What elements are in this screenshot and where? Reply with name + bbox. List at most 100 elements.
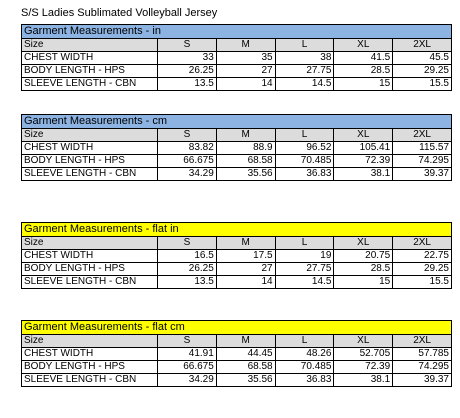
measurement-table-in: Garment Measurements - in Size S M L XL … bbox=[21, 24, 452, 91]
value-cell: 35 bbox=[215, 51, 276, 65]
value-cell: 66.675 bbox=[157, 154, 217, 168]
value-cell: 28.5 bbox=[333, 262, 394, 276]
measurement-table-cm: Garment Measurements - cm Size S M L XL … bbox=[21, 114, 452, 181]
row-label: BODY LENGTH - HPS bbox=[21, 64, 158, 78]
value-cell: 72.39 bbox=[333, 154, 394, 168]
table-row: CHEST WIDTH 41.91 44.45 48.26 52.705 57.… bbox=[21, 347, 452, 361]
size-2xl: 2XL bbox=[392, 128, 452, 142]
value-cell: 35.56 bbox=[215, 167, 276, 181]
value-cell: 45.5 bbox=[392, 51, 452, 65]
row-label: CHEST WIDTH bbox=[21, 51, 158, 65]
value-cell: 27 bbox=[215, 262, 276, 276]
size-s: S bbox=[157, 38, 217, 52]
value-cell: 39.37 bbox=[392, 167, 452, 181]
value-cell: 38.1 bbox=[333, 167, 394, 181]
value-cell: 15 bbox=[333, 275, 394, 289]
table-row: CHEST WIDTH 16.5 17.5 19 20.75 22.75 bbox=[21, 249, 452, 263]
table-row: CHEST WIDTH 83.82 88.9 96.52 105.41 115.… bbox=[21, 141, 452, 155]
value-cell: 41.91 bbox=[157, 347, 217, 361]
size-label: Size bbox=[21, 128, 158, 142]
value-cell: 15.5 bbox=[392, 77, 452, 91]
measurement-grid: Size S M L XL 2XL CHEST WIDTH 41.91 44.4… bbox=[21, 334, 452, 387]
size-header-row: Size S M L XL 2XL bbox=[21, 128, 452, 142]
measurement-grid: Size S M L XL 2XL CHEST WIDTH 33 35 38 4… bbox=[21, 38, 452, 91]
value-cell: 28.5 bbox=[333, 64, 394, 78]
value-cell: 74.295 bbox=[392, 360, 452, 374]
measurement-grid: Size S M L XL 2XL CHEST WIDTH 16.5 17.5 … bbox=[21, 236, 452, 289]
value-cell: 70.485 bbox=[274, 360, 335, 374]
value-cell: 83.82 bbox=[157, 141, 217, 155]
table-row: BODY LENGTH - HPS 66.675 68.58 70.485 72… bbox=[21, 154, 452, 168]
value-cell: 38.1 bbox=[333, 373, 394, 387]
value-cell: 36.83 bbox=[274, 373, 335, 387]
value-cell: 34.29 bbox=[157, 373, 217, 387]
measurement-table-flat-in: Garment Measurements - flat in Size S M … bbox=[21, 222, 452, 289]
row-label: CHEST WIDTH bbox=[21, 347, 158, 361]
value-cell: 68.58 bbox=[215, 360, 276, 374]
value-cell: 19 bbox=[274, 249, 335, 263]
size-header-row: Size S M L XL 2XL bbox=[21, 38, 452, 52]
row-label: CHEST WIDTH bbox=[21, 141, 158, 155]
size-s: S bbox=[157, 128, 217, 142]
value-cell: 88.9 bbox=[215, 141, 276, 155]
value-cell: 70.485 bbox=[274, 154, 335, 168]
table-row: BODY LENGTH - HPS 66.675 68.58 70.485 72… bbox=[21, 360, 452, 374]
value-cell: 14 bbox=[215, 77, 276, 91]
size-m: M bbox=[215, 236, 276, 250]
measurement-table-flat-cm: Garment Measurements - flat cm Size S M … bbox=[21, 320, 452, 387]
size-m: M bbox=[215, 334, 276, 348]
document-title: S/S Ladies Sublimated Volleyball Jersey bbox=[21, 7, 218, 19]
value-cell: 13.5 bbox=[157, 275, 217, 289]
table-row: SLEEVE LENGTH - CBN 13.5 14 14.5 15 15.5 bbox=[21, 77, 452, 91]
value-cell: 26.25 bbox=[157, 262, 217, 276]
row-label: CHEST WIDTH bbox=[21, 249, 158, 263]
table-title: Garment Measurements - cm bbox=[21, 114, 452, 128]
value-cell: 68.58 bbox=[215, 154, 276, 168]
size-l: L bbox=[274, 128, 335, 142]
size-s: S bbox=[157, 334, 217, 348]
value-cell: 29.25 bbox=[392, 64, 452, 78]
table-row: SLEEVE LENGTH - CBN 13.5 14 14.5 15 15.5 bbox=[21, 275, 452, 289]
value-cell: 14.5 bbox=[274, 275, 335, 289]
value-cell: 26.25 bbox=[157, 64, 217, 78]
size-s: S bbox=[157, 236, 217, 250]
size-2xl: 2XL bbox=[392, 38, 452, 52]
size-xl: XL bbox=[333, 38, 394, 52]
value-cell: 96.52 bbox=[274, 141, 335, 155]
table-row: SLEEVE LENGTH - CBN 34.29 35.56 36.83 38… bbox=[21, 167, 452, 181]
value-cell: 16.5 bbox=[157, 249, 217, 263]
value-cell: 15.5 bbox=[392, 275, 452, 289]
size-xl: XL bbox=[333, 334, 394, 348]
value-cell: 22.75 bbox=[392, 249, 452, 263]
value-cell: 38 bbox=[274, 51, 335, 65]
table-row: CHEST WIDTH 33 35 38 41.5 45.5 bbox=[21, 51, 452, 65]
value-cell: 20.75 bbox=[333, 249, 394, 263]
table-row: BODY LENGTH - HPS 26.25 27 27.75 28.5 29… bbox=[21, 262, 452, 276]
value-cell: 17.5 bbox=[215, 249, 276, 263]
value-cell: 72.39 bbox=[333, 360, 394, 374]
value-cell: 34.29 bbox=[157, 167, 217, 181]
value-cell: 52.705 bbox=[333, 347, 394, 361]
size-label: Size bbox=[21, 38, 158, 52]
measurement-grid: Size S M L XL 2XL CHEST WIDTH 83.82 88.9… bbox=[21, 128, 452, 181]
value-cell: 15 bbox=[333, 77, 394, 91]
size-2xl: 2XL bbox=[392, 334, 452, 348]
size-label: Size bbox=[21, 236, 158, 250]
value-cell: 27.75 bbox=[274, 262, 335, 276]
table-title: Garment Measurements - flat in bbox=[21, 222, 452, 236]
table-title: Garment Measurements - flat cm bbox=[21, 320, 452, 334]
row-label: SLEEVE LENGTH - CBN bbox=[21, 373, 158, 387]
size-xl: XL bbox=[333, 236, 394, 250]
value-cell: 115.57 bbox=[392, 141, 452, 155]
size-2xl: 2XL bbox=[392, 236, 452, 250]
table-row: SLEEVE LENGTH - CBN 34.29 35.56 36.83 38… bbox=[21, 373, 452, 387]
value-cell: 33 bbox=[157, 51, 217, 65]
value-cell: 41.5 bbox=[333, 51, 394, 65]
value-cell: 14.5 bbox=[274, 77, 335, 91]
value-cell: 36.83 bbox=[274, 167, 335, 181]
value-cell: 35.56 bbox=[215, 373, 276, 387]
row-label: SLEEVE LENGTH - CBN bbox=[21, 275, 158, 289]
row-label: BODY LENGTH - HPS bbox=[21, 154, 158, 168]
value-cell: 74.295 bbox=[392, 154, 452, 168]
row-label: SLEEVE LENGTH - CBN bbox=[21, 77, 158, 91]
